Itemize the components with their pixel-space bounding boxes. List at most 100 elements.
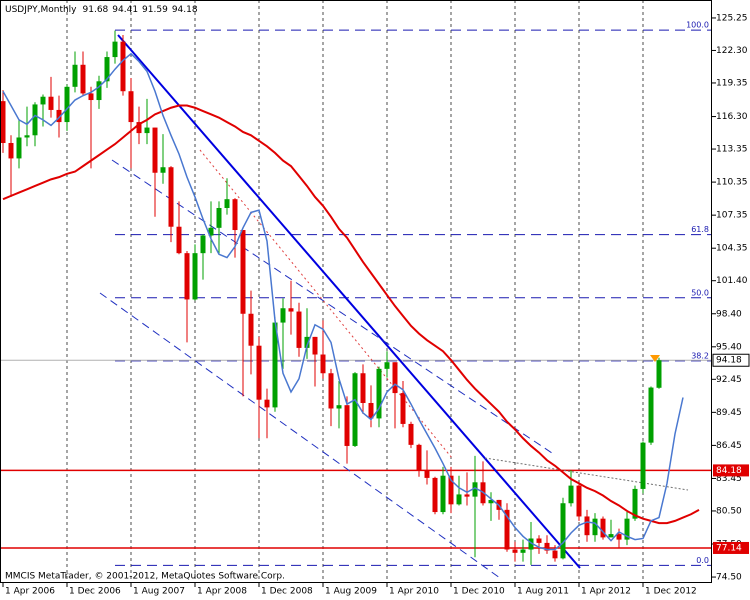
fib-label: 100.0 bbox=[686, 21, 709, 30]
candle-body bbox=[328, 373, 334, 409]
candle-body bbox=[48, 96, 54, 110]
candle-body bbox=[624, 518, 630, 540]
y-tick-label: 113.35 bbox=[716, 145, 748, 155]
candle-body bbox=[520, 549, 526, 553]
candle-body bbox=[24, 135, 30, 138]
fib-label: 38.2 bbox=[691, 351, 709, 360]
candle-body bbox=[168, 167, 174, 227]
y-tick-label: 119.35 bbox=[716, 78, 748, 88]
candle-body bbox=[208, 227, 214, 236]
candle-body bbox=[248, 313, 254, 346]
candle-body bbox=[104, 57, 110, 82]
candle-body bbox=[56, 109, 62, 123]
y-tick-label: 107.35 bbox=[716, 211, 748, 221]
candle-body bbox=[312, 336, 318, 355]
candle-body bbox=[80, 64, 86, 94]
y-tick-label: 86.45 bbox=[716, 441, 742, 451]
plot-frame bbox=[0, 0, 712, 583]
candle-body bbox=[144, 127, 150, 134]
candle-body bbox=[32, 104, 38, 136]
candle-body bbox=[640, 442, 646, 489]
candle-body bbox=[392, 362, 398, 394]
candle-body bbox=[432, 477, 438, 513]
candle-body bbox=[368, 402, 374, 419]
candle-body bbox=[600, 518, 606, 538]
candle-body bbox=[408, 423, 414, 445]
candle-body bbox=[448, 475, 454, 505]
indicator-line bbox=[2, 104, 700, 525]
header: USDJPY,Monthly 91.68 94.41 91.59 94.18 bbox=[5, 5, 198, 15]
y-tick-label: 110.35 bbox=[716, 178, 748, 188]
candle-body bbox=[504, 509, 510, 550]
candle-body bbox=[256, 345, 262, 400]
level-label: 84.18 bbox=[716, 466, 742, 476]
candle-body bbox=[176, 226, 182, 254]
candle-body bbox=[616, 534, 622, 540]
fib-label: 61.8 bbox=[691, 225, 709, 234]
trendline bbox=[117, 34, 581, 569]
candle-body bbox=[240, 230, 246, 314]
candle-body bbox=[112, 41, 118, 58]
channel-line bbox=[99, 292, 501, 579]
marks-layer bbox=[0, 30, 700, 565]
indicator-line bbox=[2, 52, 684, 551]
candle-body bbox=[96, 81, 102, 101]
y-tick-label: 95.40 bbox=[716, 342, 742, 352]
x-tick-label: 1 Apr 2006 bbox=[5, 587, 55, 597]
candle-body bbox=[40, 96, 46, 105]
x-tick-label: 1 Dec 2006 bbox=[69, 587, 121, 597]
candle-body bbox=[544, 542, 550, 551]
candle-body bbox=[352, 373, 358, 446]
y-tick-label: 83.45 bbox=[716, 474, 742, 484]
channel-line bbox=[199, 149, 453, 459]
y-tick-label: 101.40 bbox=[716, 276, 748, 286]
candle-body bbox=[16, 137, 22, 159]
candle-body bbox=[632, 488, 638, 519]
candle-body bbox=[608, 534, 614, 538]
candle-body bbox=[120, 41, 126, 92]
y-tick-label: 89.45 bbox=[716, 408, 742, 418]
y-tick-label: 80.50 bbox=[716, 506, 742, 516]
trendlines bbox=[99, 34, 689, 579]
candle-body bbox=[400, 393, 406, 424]
x-tick-label: 1 Apr 2008 bbox=[197, 587, 247, 597]
candle-body bbox=[648, 387, 654, 443]
x-tick-label: 1 Dec 2008 bbox=[261, 587, 313, 597]
price-label: 94.18 bbox=[716, 356, 742, 366]
price-box bbox=[712, 353, 750, 367]
candle-body bbox=[552, 550, 558, 559]
candle-body bbox=[360, 373, 366, 403]
candle-body bbox=[152, 127, 158, 173]
candle-body bbox=[304, 336, 310, 348]
candle-body bbox=[344, 405, 350, 446]
candle-body bbox=[584, 516, 590, 536]
candle-body bbox=[0, 101, 6, 143]
candle-body bbox=[88, 93, 94, 101]
x-tick-label: 1 Aug 2009 bbox=[325, 587, 377, 597]
fib-label: 0.0 bbox=[696, 556, 709, 565]
ohlc-close: 94.18 bbox=[172, 5, 198, 15]
candle-body bbox=[264, 399, 270, 408]
candle-body bbox=[536, 538, 542, 543]
candle-body bbox=[576, 485, 582, 517]
y-tick-label: 125.25 bbox=[716, 13, 748, 23]
candle-body bbox=[64, 86, 70, 123]
level-box bbox=[713, 464, 749, 477]
level-label: 77.14 bbox=[716, 543, 742, 553]
ohlc-high: 94.41 bbox=[112, 5, 138, 15]
ohlc-low: 91.59 bbox=[142, 5, 168, 15]
footer: MMCIS MetaTrader, © 2001-2012, MetaQuote… bbox=[5, 572, 285, 582]
candle-body bbox=[384, 362, 390, 369]
candle-body bbox=[464, 494, 470, 497]
candle-body bbox=[128, 91, 134, 123]
candle-body bbox=[488, 499, 494, 504]
ohlc-open: 91.68 bbox=[83, 5, 109, 15]
candle-body bbox=[272, 322, 278, 408]
candle-body bbox=[232, 199, 238, 231]
fib-label: 50.0 bbox=[691, 288, 709, 297]
candle-body bbox=[216, 207, 222, 228]
candle-body bbox=[8, 142, 14, 159]
symbol: USDJPY,Monthly bbox=[5, 5, 77, 15]
